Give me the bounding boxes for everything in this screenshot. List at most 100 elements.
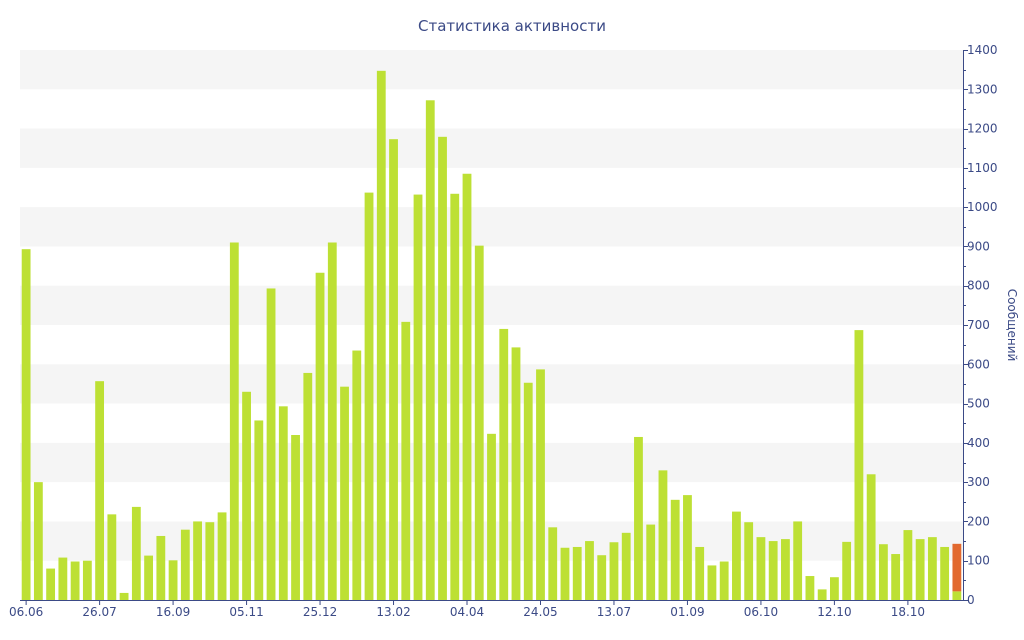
- bar[interactable]: [523, 382, 533, 600]
- bar[interactable]: [119, 592, 129, 600]
- grid-band: [20, 364, 963, 404]
- grid-band: [20, 50, 963, 90]
- bar[interactable]: [927, 537, 937, 600]
- chart-title: Статистика активности: [418, 17, 606, 35]
- bar[interactable]: [768, 541, 778, 600]
- bar[interactable]: [156, 535, 166, 600]
- bar-highlight[interactable]: [952, 543, 962, 592]
- y-tick-label: 300: [967, 475, 990, 489]
- bar[interactable]: [229, 242, 239, 601]
- bar[interactable]: [670, 499, 680, 600]
- bar[interactable]: [340, 386, 349, 600]
- bar[interactable]: [327, 242, 337, 601]
- bar[interactable]: [315, 272, 325, 600]
- bar[interactable]: [719, 561, 729, 601]
- bar[interactable]: [82, 560, 92, 600]
- bar[interactable]: [842, 541, 852, 600]
- bar[interactable]: [878, 544, 888, 600]
- bar[interactable]: [572, 546, 582, 600]
- bar[interactable]: [817, 589, 827, 600]
- bar[interactable]: [695, 546, 705, 600]
- bar[interactable]: [70, 561, 80, 601]
- x-tick-label: 13.07: [597, 605, 631, 619]
- bar[interactable]: [487, 433, 496, 600]
- bar[interactable]: [658, 470, 668, 600]
- grid-bands: [20, 50, 963, 561]
- bar[interactable]: [131, 506, 141, 600]
- bar[interactable]: [621, 532, 631, 600]
- bar[interactable]: [609, 542, 619, 600]
- bar[interactable]: [33, 482, 43, 600]
- bar[interactable]: [536, 369, 545, 600]
- bar[interactable]: [511, 347, 521, 600]
- bar[interactable]: [781, 539, 790, 600]
- bar[interactable]: [854, 330, 864, 600]
- bar[interactable]: [95, 381, 105, 600]
- bar[interactable]: [364, 192, 374, 600]
- bar[interactable]: [107, 514, 117, 600]
- bar[interactable]: [585, 541, 594, 600]
- bar[interactable]: [707, 565, 717, 600]
- bar[interactable]: [266, 288, 276, 600]
- bar[interactable]: [450, 193, 460, 601]
- bar[interactable]: [891, 554, 901, 600]
- bar[interactable]: [21, 249, 31, 600]
- y-tick-label: 800: [967, 279, 990, 293]
- y-tick-label: 500: [967, 397, 990, 411]
- bar[interactable]: [425, 100, 435, 601]
- y-tick-label: 1200: [967, 122, 998, 136]
- bar[interactable]: [58, 557, 68, 600]
- bar[interactable]: [903, 530, 913, 600]
- bar[interactable]: [830, 577, 839, 600]
- bar[interactable]: [805, 576, 815, 600]
- bar[interactable]: [756, 537, 766, 600]
- bar[interactable]: [438, 136, 447, 601]
- bar[interactable]: [646, 524, 656, 600]
- bar[interactable]: [168, 560, 178, 600]
- bar[interactable]: [793, 521, 803, 600]
- bar[interactable]: [548, 527, 558, 600]
- bar[interactable]: [401, 321, 411, 600]
- x-tick-label: 26.07: [82, 605, 116, 619]
- bar[interactable]: [634, 436, 643, 600]
- bar[interactable]: [254, 420, 264, 600]
- bar[interactable]: [866, 474, 876, 600]
- bar[interactable]: [217, 512, 227, 600]
- bar[interactable]: [413, 194, 423, 601]
- bars: [21, 70, 962, 601]
- bar[interactable]: [278, 406, 288, 600]
- bar[interactable]: [180, 529, 190, 600]
- bar[interactable]: [193, 521, 202, 600]
- bar[interactable]: [46, 568, 56, 600]
- bar[interactable]: [915, 539, 925, 600]
- bar[interactable]: [683, 495, 692, 600]
- y-tick-label: 900: [967, 239, 990, 253]
- bar[interactable]: [352, 350, 362, 600]
- bar[interactable]: [732, 511, 741, 600]
- y-tick-label: 1100: [967, 161, 998, 175]
- bar[interactable]: [474, 245, 484, 600]
- bar[interactable]: [560, 547, 570, 600]
- bar[interactable]: [205, 522, 215, 600]
- bar[interactable]: [499, 328, 509, 600]
- x-tick-label: 06.06: [9, 605, 43, 619]
- bar[interactable]: [291, 435, 300, 600]
- bar[interactable]: [303, 372, 313, 600]
- y-tick-label: 600: [967, 357, 990, 371]
- bar[interactable]: [952, 591, 962, 600]
- y-tick-label: 0: [967, 593, 975, 607]
- bar[interactable]: [744, 522, 754, 600]
- bar[interactable]: [389, 139, 398, 600]
- y-tick-label: 100: [967, 554, 990, 568]
- bar[interactable]: [940, 546, 950, 600]
- x-tick-label: 12.10: [817, 605, 851, 619]
- bar[interactable]: [376, 70, 386, 601]
- bar[interactable]: [242, 391, 251, 600]
- x-tick-label: 16.09: [156, 605, 190, 619]
- x-tick-label: 13.02: [376, 605, 410, 619]
- y-axis-label: Сообщений: [1005, 289, 1019, 362]
- bar[interactable]: [144, 555, 153, 600]
- bar[interactable]: [462, 173, 472, 600]
- bar[interactable]: [597, 555, 607, 600]
